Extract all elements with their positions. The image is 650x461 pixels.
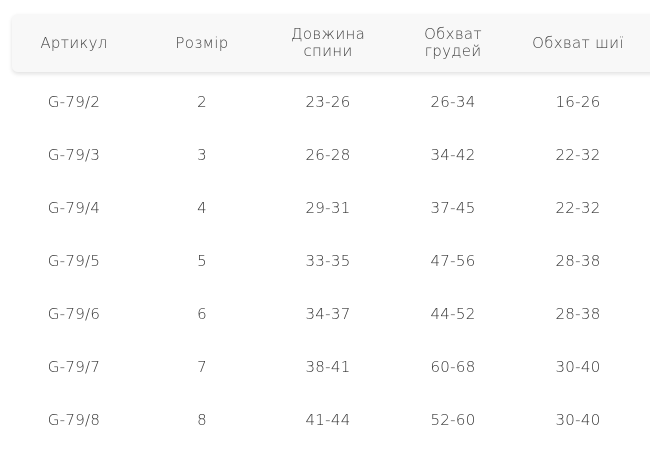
cell-back-length: 41-44 xyxy=(305,411,351,429)
cell-size: 5 xyxy=(197,252,207,270)
cell-chest-girth: 60-68 xyxy=(430,358,476,376)
cell-neck-girth: 16-26 xyxy=(555,93,601,111)
cell-neck-girth: 28-38 xyxy=(555,305,601,323)
table-row: G-79/3 3 26-28 34-42 22-32 xyxy=(0,146,650,166)
cell-back-length: 26-28 xyxy=(305,146,351,164)
table-row: G-79/2 2 23-26 26-34 16-26 xyxy=(0,93,650,113)
header-neck-girth: Обхват шиї xyxy=(518,35,638,52)
table-row: G-79/6 6 34-37 44-52 28-38 xyxy=(0,305,650,325)
header-line: грудей xyxy=(424,42,482,60)
table-row: G-79/5 5 33-35 47-56 28-38 xyxy=(0,252,650,272)
cell-back-length: 33-35 xyxy=(305,252,351,270)
table-row: G-79/7 7 38-41 60-68 30-40 xyxy=(0,358,650,378)
cell-size: 7 xyxy=(197,358,207,376)
header-line: Розмір xyxy=(175,34,229,52)
header-line: спини xyxy=(303,42,353,60)
header-line: Обхват шиї xyxy=(532,34,624,52)
header-back-length: Довжина спини xyxy=(268,26,388,60)
table-header xyxy=(12,14,650,72)
cell-neck-girth: 22-32 xyxy=(555,146,601,164)
cell-back-length: 34-37 xyxy=(305,305,351,323)
cell-back-length: 23-26 xyxy=(305,93,351,111)
table-row: G-79/4 4 29-31 37-45 22-32 xyxy=(0,199,650,219)
header-line: Артикул xyxy=(40,34,108,52)
cell-chest-girth: 52-60 xyxy=(430,411,476,429)
cell-size: 4 xyxy=(197,199,207,217)
cell-size: 3 xyxy=(197,146,207,164)
cell-article: G-79/2 xyxy=(47,93,101,111)
header-article: Артикул xyxy=(14,35,134,52)
cell-neck-girth: 30-40 xyxy=(555,411,601,429)
cell-neck-girth: 28-38 xyxy=(555,252,601,270)
cell-article: G-79/5 xyxy=(47,252,101,270)
cell-chest-girth: 47-56 xyxy=(430,252,476,270)
table-row: G-79/8 8 41-44 52-60 30-40 xyxy=(0,411,650,431)
cell-back-length: 38-41 xyxy=(305,358,351,376)
cell-article: G-79/8 xyxy=(47,411,101,429)
cell-size: 8 xyxy=(197,411,207,429)
cell-size: 6 xyxy=(197,305,207,323)
cell-chest-girth: 26-34 xyxy=(430,93,476,111)
cell-article: G-79/6 xyxy=(47,305,101,323)
cell-neck-girth: 30-40 xyxy=(555,358,601,376)
cell-article: G-79/4 xyxy=(47,199,101,217)
header-line: Обхват xyxy=(424,25,482,43)
header-size: Розмір xyxy=(142,35,262,52)
cell-article: G-79/3 xyxy=(47,146,101,164)
cell-chest-girth: 44-52 xyxy=(430,305,476,323)
header-line: Довжина xyxy=(290,25,366,43)
cell-chest-girth: 37-45 xyxy=(430,199,476,217)
cell-size: 2 xyxy=(197,93,207,111)
cell-neck-girth: 22-32 xyxy=(555,199,601,217)
cell-article: G-79/7 xyxy=(47,358,101,376)
cell-back-length: 29-31 xyxy=(305,199,351,217)
cell-chest-girth: 34-42 xyxy=(430,146,476,164)
header-chest-girth: Обхват грудей xyxy=(393,26,513,60)
